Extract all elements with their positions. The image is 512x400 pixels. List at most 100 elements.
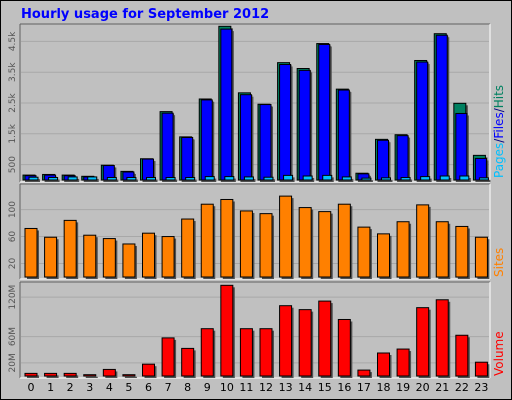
y-tick-label-3: 120M — [8, 285, 18, 310]
x-tick-label: 12 — [259, 381, 273, 394]
volume-bar-shadow — [66, 375, 79, 378]
volume-bar — [83, 374, 97, 377]
pages-bar-shadow — [50, 179, 60, 182]
files-bar — [416, 61, 429, 181]
files-bar — [455, 112, 468, 181]
sites-bar — [102, 238, 116, 278]
x-tick-label: 2 — [67, 381, 74, 394]
x-tick-label: 17 — [357, 381, 371, 394]
y-axis-label-part: / — [492, 107, 506, 112]
files-bar — [279, 64, 292, 181]
y-tick-label-1: 3.5k — [8, 62, 18, 82]
files-bar — [239, 94, 252, 181]
x-tick-label: 19 — [396, 381, 410, 394]
pages-bar — [204, 176, 215, 181]
y-tick-label-2: 20 — [8, 258, 18, 270]
sites-bar — [357, 226, 371, 278]
sites-bar — [259, 213, 273, 278]
sites-bar — [318, 211, 332, 278]
x-tick-label: 7 — [165, 381, 172, 394]
volume-bar — [396, 348, 410, 377]
y-tick-label-2: 60 — [8, 231, 18, 243]
y-tick-label-1: 1.5k — [8, 123, 18, 143]
pages-bar — [28, 176, 39, 181]
volume-bar — [259, 328, 273, 377]
pages-bar-shadow — [128, 179, 138, 182]
x-tick-label: 5 — [125, 381, 132, 394]
x-tick-label: 0 — [28, 381, 35, 394]
pages-bar — [185, 177, 196, 181]
files-bar — [298, 69, 311, 181]
pages-bar — [48, 177, 59, 181]
volume-bar — [298, 309, 312, 377]
pages-bar — [420, 176, 431, 181]
volume-bar — [318, 300, 332, 377]
sites-bar — [435, 221, 449, 278]
pages-bar — [67, 176, 78, 181]
x-tick-label: 4 — [106, 381, 113, 394]
volume-bar-shadow — [124, 376, 137, 378]
x-tick-label: 21 — [435, 381, 449, 394]
x-tick-label: 15 — [318, 381, 332, 394]
sites-bar — [298, 207, 312, 278]
y-tick-label-3: 20M — [8, 353, 18, 372]
files-bar — [259, 104, 272, 181]
files-bar — [161, 112, 174, 181]
x-tick-label: 22 — [455, 381, 469, 394]
sites-bar — [279, 195, 293, 278]
files-bar — [474, 157, 487, 181]
files-bar — [200, 99, 213, 181]
sites-bar — [337, 203, 351, 278]
pages-bar — [361, 177, 372, 181]
volume-bar-shadow — [27, 375, 39, 378]
sites-bar — [142, 232, 155, 278]
x-tick-label: 9 — [204, 381, 211, 394]
sites-bar — [416, 204, 430, 278]
pages-bar — [283, 174, 294, 181]
pages-bar — [165, 177, 176, 181]
files-bar — [318, 43, 331, 181]
x-tick-label: 3 — [86, 381, 93, 394]
sites-bar — [455, 225, 469, 278]
pages-bar — [87, 176, 98, 181]
x-tick-label: 13 — [279, 381, 293, 394]
pages-bar-shadow — [403, 179, 413, 182]
x-tick-label: 23 — [474, 381, 488, 394]
files-bar — [220, 28, 233, 181]
volume-bar — [102, 368, 116, 377]
sites-bar — [122, 243, 136, 278]
pages-bar — [302, 175, 313, 181]
pages-bar-shadow — [481, 179, 491, 182]
sites-bar — [200, 203, 214, 278]
sites-bar — [239, 210, 253, 278]
sites-bar — [377, 233, 390, 278]
x-tick-label: 18 — [377, 381, 391, 394]
volume-bar — [474, 361, 488, 377]
volume-bar — [44, 372, 58, 377]
chart-title: Hourly usage for September 2012 — [21, 7, 270, 22]
pages-bar-shadow — [109, 179, 119, 182]
pages-bar — [341, 176, 352, 181]
volume-bar — [181, 347, 195, 377]
sites-bar — [220, 198, 234, 278]
volume-bar — [142, 363, 155, 377]
y-axis-label-part: / — [492, 138, 506, 143]
x-tick-label: 6 — [145, 381, 152, 394]
pages-bar — [106, 177, 117, 181]
x-tick-label: 1 — [47, 381, 54, 394]
y-axis-label-part: Hits — [492, 85, 506, 108]
pages-bar — [146, 177, 156, 181]
y-axis-label-part: Files — [492, 112, 506, 138]
volume-bar — [63, 372, 77, 377]
volume-bar — [279, 305, 293, 377]
y-tick-label-1: 2.5k — [8, 92, 18, 112]
y-axis-label-sites: Sites — [492, 248, 506, 277]
x-tick-label: 20 — [416, 381, 430, 394]
x-tick-label: 8 — [184, 381, 191, 394]
sites-bar — [83, 234, 97, 278]
pages-bar — [224, 176, 235, 181]
files-bar — [181, 136, 194, 181]
pages-bar — [243, 176, 254, 181]
volume-bar — [455, 334, 469, 377]
